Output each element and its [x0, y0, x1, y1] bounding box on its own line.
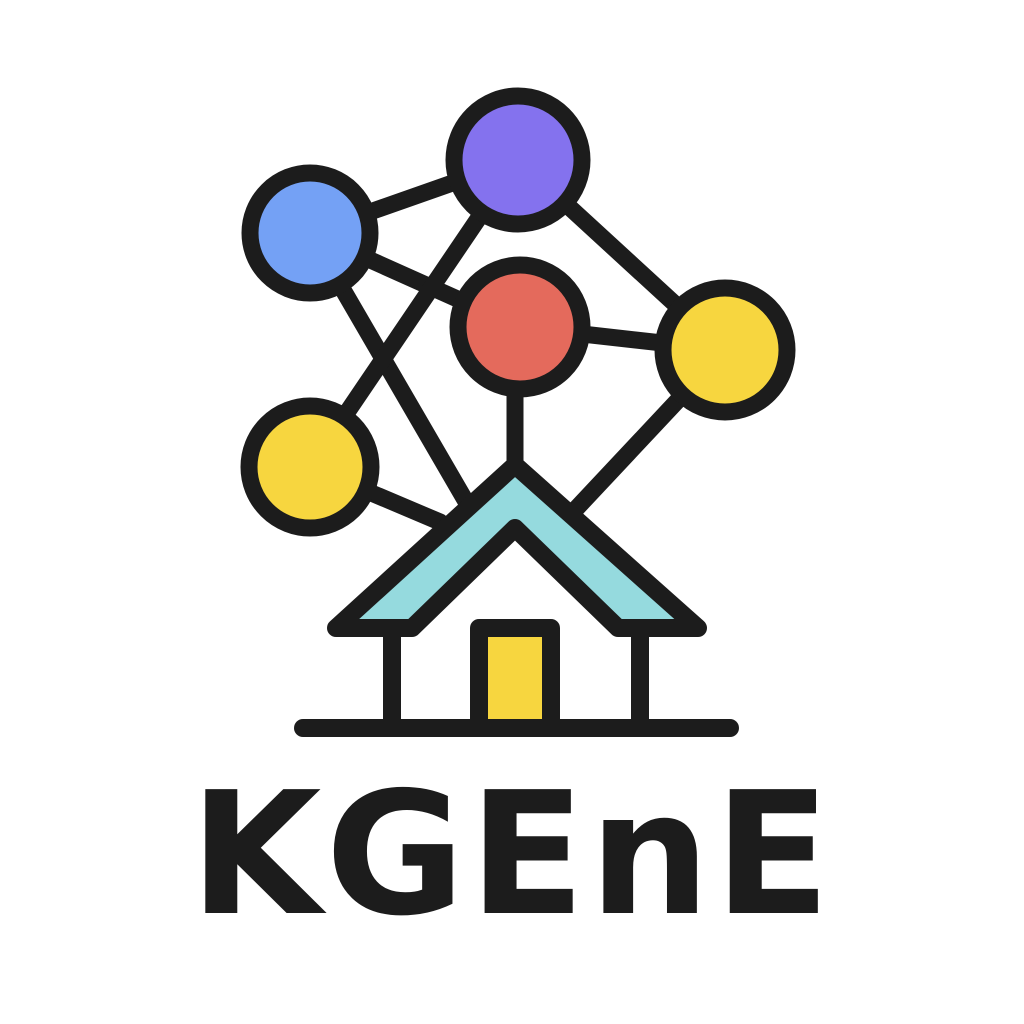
graph-nodes [240, 87, 796, 537]
node-purple [445, 87, 591, 233]
house-roof [327, 456, 707, 637]
house-icon [294, 456, 739, 737]
node-red [449, 256, 591, 398]
node-yellow-left [240, 397, 380, 537]
node-blue [241, 164, 379, 302]
brand-wordmark: KGEnE [189, 756, 835, 954]
house-door [470, 619, 560, 737]
node-yellow-right [654, 279, 796, 421]
